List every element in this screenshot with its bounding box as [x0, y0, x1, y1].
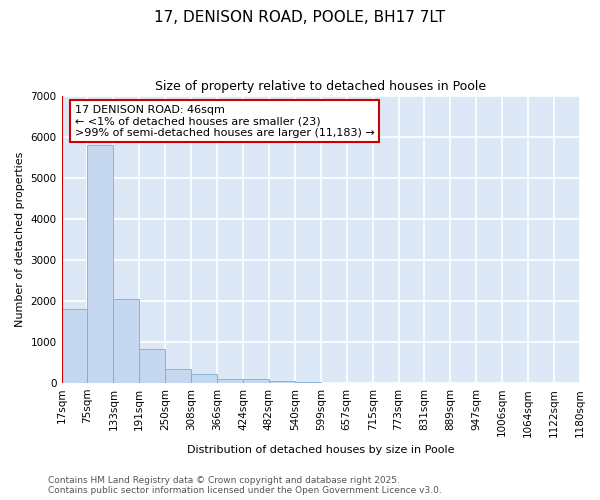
Bar [191, 374, 217, 383]
Bar [62, 309, 88, 383]
Text: 17, DENISON ROAD, POOLE, BH17 7LT: 17, DENISON ROAD, POOLE, BH17 7LT [154, 10, 446, 25]
Text: Contains HM Land Registry data © Crown copyright and database right 2025.
Contai: Contains HM Land Registry data © Crown c… [48, 476, 442, 495]
X-axis label: Distribution of detached houses by size in Poole: Distribution of detached houses by size … [187, 445, 455, 455]
Bar [88, 145, 113, 383]
Bar [217, 379, 243, 383]
Bar [243, 379, 269, 383]
Bar [269, 381, 295, 383]
Text: 17 DENISON ROAD: 46sqm
← <1% of detached houses are smaller (23)
>99% of semi-de: 17 DENISON ROAD: 46sqm ← <1% of detached… [74, 104, 374, 138]
Bar [139, 349, 165, 383]
Bar [165, 368, 191, 383]
Title: Size of property relative to detached houses in Poole: Size of property relative to detached ho… [155, 80, 487, 93]
Y-axis label: Number of detached properties: Number of detached properties [15, 152, 25, 327]
Bar [113, 299, 139, 383]
Bar [295, 382, 321, 383]
